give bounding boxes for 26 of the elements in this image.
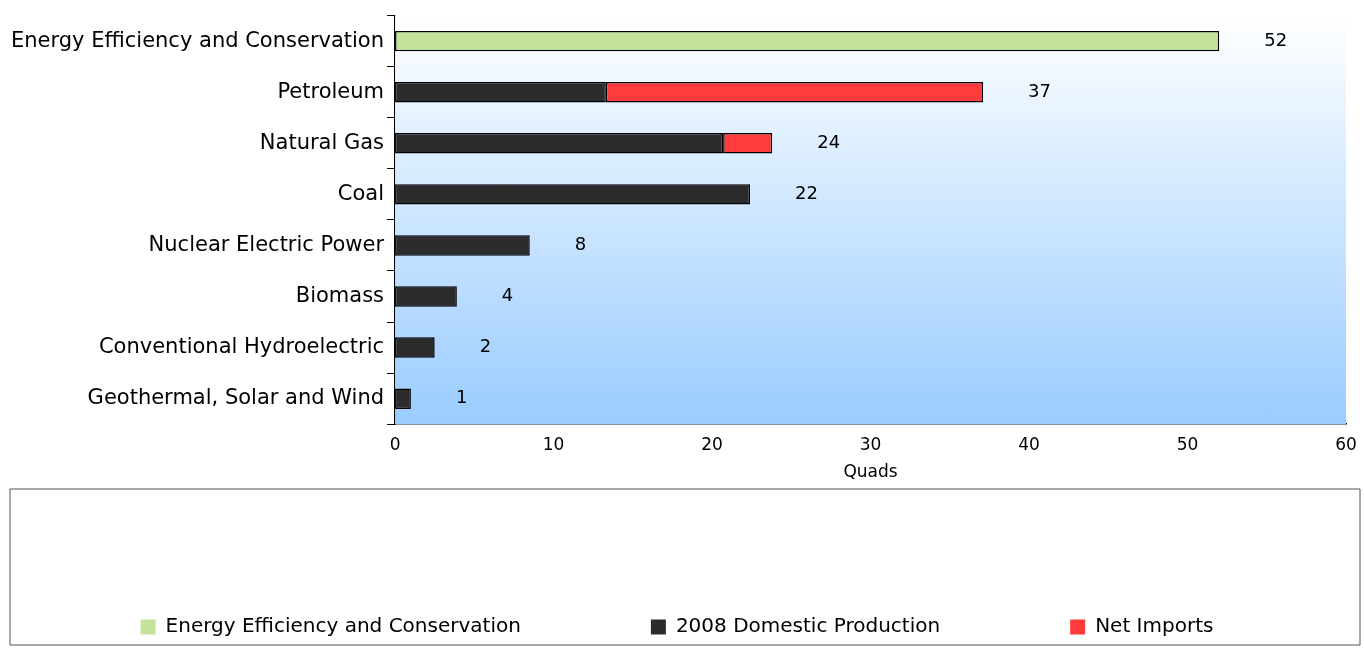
total-label: 8 [574,233,587,255]
x-tick-label: 30 [859,433,882,454]
x-axis-title: Quads [843,461,898,482]
total-label: 22 [795,182,818,204]
x-tick-label: 10 [542,433,565,454]
legend-label: Net Imports [1095,613,1214,638]
total-label: 1 [455,386,468,408]
y-tick-label: Nuclear Electric Power [148,231,385,256]
total-label: 37 [1028,79,1051,101]
x-tick-label: 0 [389,433,401,454]
x-tick-label: 50 [1176,433,1199,454]
y-tick-label: Coal [337,180,385,205]
x-tick-label: 40 [1018,433,1040,454]
x-tick-label: 60 [1335,433,1357,454]
y-tick-label: Petroleum [277,78,385,103]
y-tick-label: Geothermal, Solar and Wind [87,385,385,410]
legend-label: 2008 Domestic Production [675,613,941,638]
y-tick-label: Energy Efficiency and Conservation [10,27,385,52]
total-label: 2 [479,335,492,357]
y-tick-label: Conventional Hydroelectric [98,334,385,359]
x-tick-label: 20 [701,433,723,454]
y-tick-label: Biomass [295,282,385,307]
total-label: 24 [817,130,841,152]
total-label: 4 [501,284,514,306]
y-tick-label: Natural Gas [259,129,385,154]
total-label: 52 [1264,28,1288,50]
